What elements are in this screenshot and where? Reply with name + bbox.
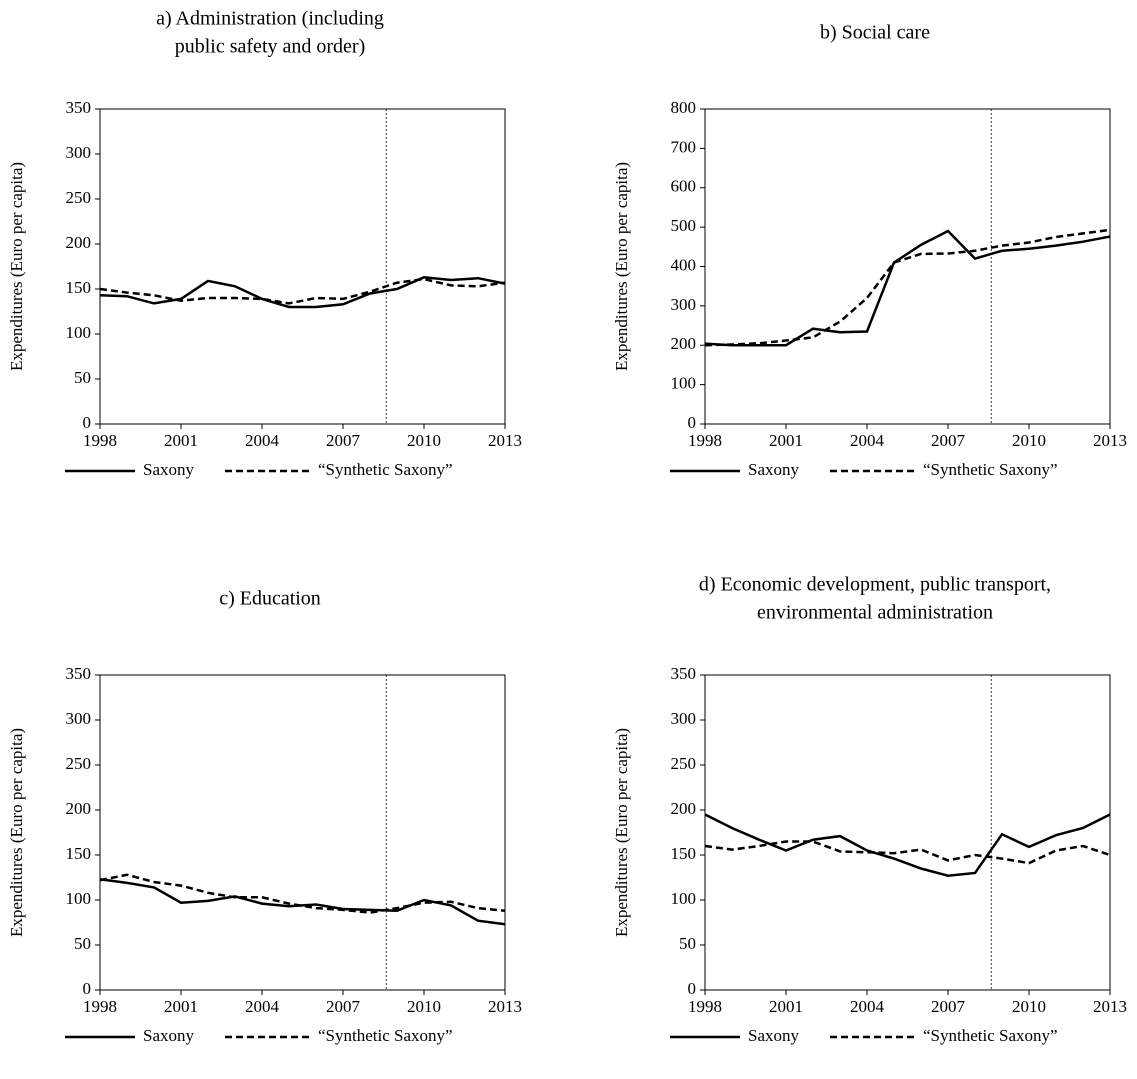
y-tick-label: 50 xyxy=(679,934,696,953)
chart-title: b) Social care xyxy=(820,22,930,44)
series-line xyxy=(704,228,1111,347)
y-axis-label: Expenditures (Euro per capita) xyxy=(612,728,631,937)
x-tick-label: 2013 xyxy=(488,997,522,1016)
x-tick-label: 2007 xyxy=(931,431,966,450)
y-tick-label: 300 xyxy=(671,295,697,314)
panel: c) Education Expenditures (Euro per capit… xyxy=(7,588,522,1045)
x-tick-label: 2004 xyxy=(245,431,280,450)
y-axis-label: Expenditures (Euro per capita) xyxy=(7,162,26,371)
y-tick-label: 0 xyxy=(688,979,697,998)
y-tick-label: 150 xyxy=(671,844,697,863)
x-tick-label: 2013 xyxy=(488,431,522,450)
legend-label: “Synthetic Saxony” xyxy=(318,1026,453,1045)
x-tick-label: 2007 xyxy=(326,431,361,450)
y-tick-label: 350 xyxy=(66,664,92,683)
panel: a) Administration (including public safet… xyxy=(7,8,522,479)
chart-title: d) Economic development, public transpor… xyxy=(699,574,1051,596)
x-tick-label: 1998 xyxy=(688,431,722,450)
panel: d) Economic development, public transpor… xyxy=(612,574,1127,1045)
x-tick-label: 2007 xyxy=(931,997,966,1016)
x-tick-label: 2001 xyxy=(164,431,198,450)
x-tick-label: 1998 xyxy=(83,431,117,450)
x-tick-label: 2013 xyxy=(1093,431,1127,450)
y-tick-label: 700 xyxy=(671,137,697,156)
chart-title: c) Education xyxy=(219,588,321,610)
y-tick-label: 250 xyxy=(66,188,92,207)
panel: b) Social care Expenditures (Euro per cap… xyxy=(612,22,1127,479)
series-line xyxy=(99,276,506,309)
plot-frame xyxy=(704,674,1111,991)
y-axis-label: Expenditures (Euro per capita) xyxy=(612,162,631,371)
y-tick-label: 350 xyxy=(66,98,92,117)
x-tick-label: 2007 xyxy=(326,997,361,1016)
chart-title: a) Administration (including xyxy=(156,8,384,30)
y-tick-label: 100 xyxy=(671,889,697,908)
y-tick-label: 250 xyxy=(66,754,92,773)
series-line xyxy=(99,873,506,914)
x-tick-label: 2010 xyxy=(1012,997,1046,1016)
legend-label: Saxony xyxy=(748,1026,800,1045)
y-tick-label: 200 xyxy=(66,233,92,252)
x-tick-label: 1998 xyxy=(688,997,722,1016)
y-tick-label: 350 xyxy=(671,664,697,683)
series-line xyxy=(704,840,1111,865)
chart-title: public safety and order) xyxy=(175,36,365,58)
y-tick-label: 400 xyxy=(671,255,697,274)
x-tick-label: 2001 xyxy=(164,997,198,1016)
x-tick-label: 2010 xyxy=(407,431,441,450)
y-tick-label: 300 xyxy=(66,709,92,728)
series-line xyxy=(99,878,506,926)
legend-label: Saxony xyxy=(143,1026,195,1045)
legend-label: “Synthetic Saxony” xyxy=(923,1026,1058,1045)
y-tick-label: 200 xyxy=(66,799,92,818)
y-tick-label: 50 xyxy=(74,368,91,387)
y-tick-label: 150 xyxy=(66,278,92,297)
legend-label: “Synthetic Saxony” xyxy=(318,460,453,479)
chart-title: environmental administration xyxy=(757,602,993,624)
y-tick-label: 200 xyxy=(671,799,697,818)
y-tick-label: 600 xyxy=(671,177,697,196)
y-tick-label: 0 xyxy=(83,413,92,432)
y-tick-label: 100 xyxy=(66,889,92,908)
series-line xyxy=(704,813,1111,877)
x-tick-label: 2001 xyxy=(769,997,803,1016)
y-tick-label: 100 xyxy=(66,323,92,342)
y-tick-label: 300 xyxy=(66,143,92,162)
x-tick-label: 2004 xyxy=(850,997,885,1016)
y-tick-label: 0 xyxy=(83,979,92,998)
legend-label: “Synthetic Saxony” xyxy=(923,460,1058,479)
x-tick-label: 2010 xyxy=(407,997,441,1016)
y-tick-label: 150 xyxy=(66,844,92,863)
x-tick-label: 2013 xyxy=(1093,997,1127,1016)
series-line xyxy=(704,229,1111,347)
x-tick-label: 2001 xyxy=(769,431,803,450)
y-tick-label: 200 xyxy=(671,334,697,353)
x-tick-label: 2004 xyxy=(850,431,885,450)
x-tick-label: 2004 xyxy=(245,997,280,1016)
x-tick-label: 1998 xyxy=(83,997,117,1016)
y-tick-label: 300 xyxy=(671,709,697,728)
legend-label: Saxony xyxy=(748,460,800,479)
y-tick-label: 100 xyxy=(671,374,697,393)
legend-label: Saxony xyxy=(143,460,195,479)
plot-frame xyxy=(99,674,506,991)
y-axis-label: Expenditures (Euro per capita) xyxy=(7,728,26,937)
plot-frame xyxy=(704,108,1111,425)
y-tick-label: 50 xyxy=(74,934,91,953)
y-tick-label: 0 xyxy=(688,413,697,432)
y-tick-label: 500 xyxy=(671,216,697,235)
y-tick-label: 250 xyxy=(671,754,697,773)
plot-frame xyxy=(99,108,506,425)
series-line xyxy=(99,277,506,305)
y-tick-label: 800 xyxy=(671,98,697,117)
x-tick-label: 2010 xyxy=(1012,431,1046,450)
